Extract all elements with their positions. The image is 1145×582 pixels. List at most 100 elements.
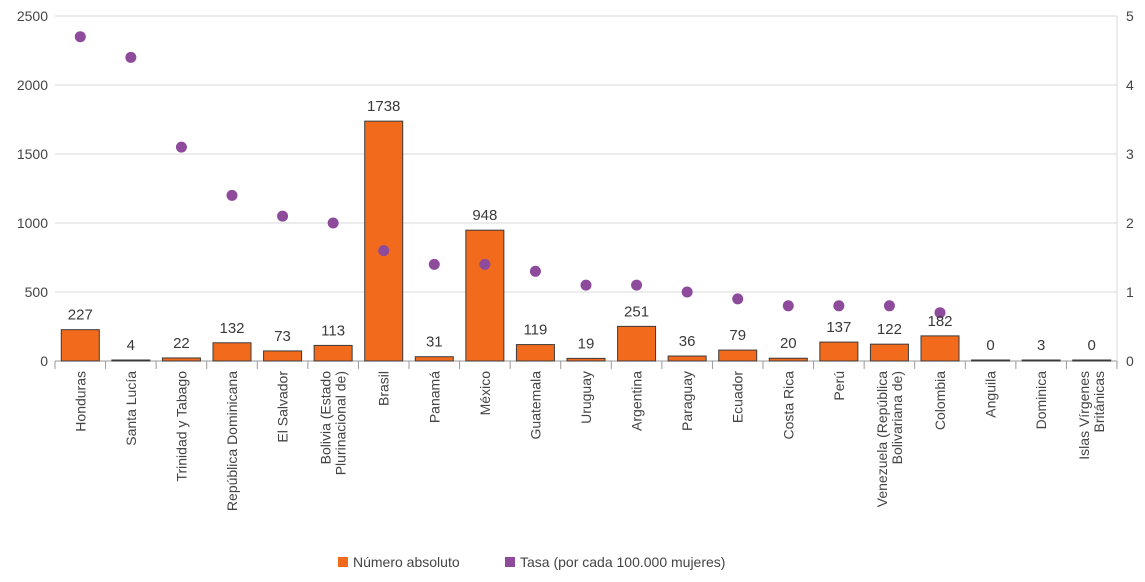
bar-value-label: 1738 [367,98,400,115]
x-category-label-line: Bolivariana de) [889,371,905,464]
x-category-label: México [477,371,493,416]
bar [617,325,657,362]
rate-point [74,31,86,43]
data-labels: 227 4 22 132 73 113 1738 31 948 119 19 251 36 79 20 137… [68,98,1096,354]
bar [1072,359,1112,362]
x-category-label-line: Santa Lucía [123,371,139,446]
x-category-label: Venezuela (RepúblicaBolivariana de) [874,371,905,507]
bar-value-label: 4 [127,337,135,354]
x-category-label: Uruguay [578,371,594,424]
bar [869,343,909,362]
y-left-tick-label: 0 [40,353,48,369]
bar-value-label: 113 [321,322,345,339]
x-category-label-line: Uruguay [578,371,594,424]
y-right-tick-label: 2 [1126,215,1134,231]
bar-value-label: 3 [1037,337,1045,354]
bar [263,350,303,362]
bar [364,120,404,362]
x-category-label-line: Trinidad y Tabago [173,371,189,482]
x-category-label-line: Plurinacional de) [333,371,349,475]
rate-point [226,189,238,201]
y-left-tick-label: 500 [25,284,49,300]
y-left-tick-label: 1000 [17,215,48,231]
bar-series [60,120,1112,362]
rate-point [479,258,491,270]
bar-value-label: 19 [578,335,595,352]
bar [819,341,859,362]
rate-point [883,300,895,312]
x-category-label-line: Argentina [629,371,645,431]
rate-point [378,245,390,257]
x-category-label: Perú [831,371,847,401]
x-category-label-line: Dominica [1033,371,1049,430]
rate-point [934,307,946,319]
axes: 0 500 1000 1500 2000 2500 0 1 2 3 4 5 Honduras Santa … [17,8,1134,511]
x-category-label-line: Perú [831,371,847,401]
x-category-label: Argentina [629,371,645,431]
x-category-label-line: Anguila [983,371,999,418]
bar [718,349,758,362]
scatter-series [74,31,946,319]
x-category-label: Anguila [983,371,999,418]
x-category-label: Costa Rica [780,371,796,440]
bar-value-label: 251 [624,303,649,320]
bar [414,356,454,362]
bar [161,357,201,362]
bar [768,357,808,362]
bar-value-label: 0 [1088,337,1096,354]
legend-label: Tasa (por cada 100.000 mujeres) [520,554,725,570]
bar [667,355,707,362]
y-left-tick-label: 2500 [17,8,48,24]
bar [60,329,100,362]
x-category-label: Brasil [376,371,392,406]
bar [515,344,555,362]
bar [313,344,353,362]
x-category-label: Trinidad y Tabago [173,371,189,482]
rate-point [277,210,289,222]
x-category-label-line: Paraguay [679,371,695,431]
bar [971,359,1011,362]
x-category-label: Ecuador [730,371,746,423]
y-right-tick-label: 5 [1126,8,1134,24]
x-category-label-line: El Salvador [275,371,291,443]
rate-point [732,293,744,305]
bar-value-label: 79 [729,327,746,344]
x-category-label-line: Costa Rica [780,371,796,440]
legend-swatch [505,557,515,567]
x-category-label-line: México [477,371,493,416]
y-right-tick-label: 1 [1126,284,1134,300]
x-category-label-line: Islas Vírgenes [1076,371,1092,460]
y-right-tick-label: 0 [1126,353,1134,369]
rate-point [833,300,845,312]
x-category-label-line: Guatemala [527,371,543,440]
bar-value-label: 948 [472,207,497,224]
bar-value-label: 119 [523,322,547,339]
bar-value-label: 36 [679,333,696,350]
x-category-label: Colombia [932,371,948,430]
rate-point [681,286,693,298]
y-left-tick-label: 2000 [17,77,48,93]
bar [920,335,960,362]
x-category-label-line: Ecuador [730,371,746,423]
y-left-tick-label: 1500 [17,146,48,162]
bar-value-label: 22 [173,335,190,352]
x-category-label-line: Británicas [1091,371,1107,432]
bar [111,359,151,362]
bar-value-label: 20 [780,335,797,352]
x-category-label: Guatemala [527,371,543,440]
rate-point [327,217,339,229]
x-category-label: Panamá [426,371,442,423]
bar [566,357,606,362]
bar-value-label: 31 [426,334,443,351]
gridlines [55,15,1117,362]
legend-label: Número absoluto [353,554,460,570]
legend-swatch [338,557,348,567]
legend: Número absoluto Tasa (por cada 100.000 mu… [338,554,725,570]
x-category-label-line: Venezuela (República [874,371,890,507]
x-category-label: Paraguay [679,371,695,431]
bar [212,342,252,362]
x-category-label: Honduras [72,371,88,432]
rate-point [175,141,187,153]
rate-point [782,300,794,312]
bar [1021,359,1061,362]
